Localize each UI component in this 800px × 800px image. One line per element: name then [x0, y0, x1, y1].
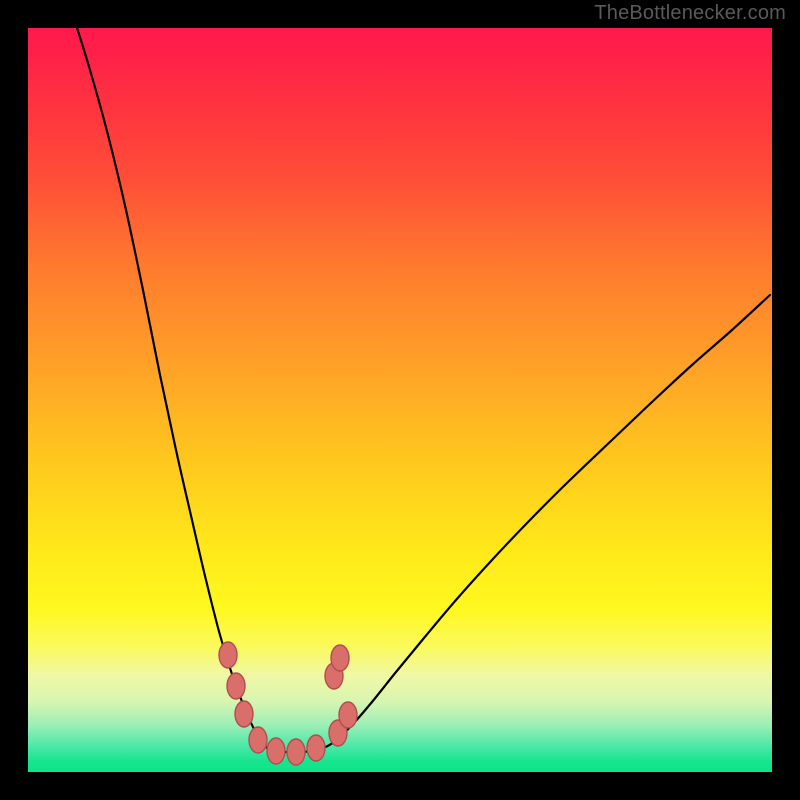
- curve-marker: [235, 701, 253, 727]
- curve-marker: [249, 727, 267, 753]
- curve-marker: [287, 739, 305, 765]
- curve-marker: [307, 735, 325, 761]
- curve-marker: [219, 642, 237, 668]
- curve-marker: [267, 738, 285, 764]
- curve-marker: [339, 702, 357, 728]
- chart-svg: [0, 0, 800, 800]
- curve-marker: [227, 673, 245, 699]
- watermark-text: TheBottlenecker.com: [594, 2, 786, 25]
- curve-marker: [331, 645, 349, 671]
- plot-area: [28, 28, 772, 772]
- chart-canvas: TheBottlenecker.com: [0, 0, 800, 800]
